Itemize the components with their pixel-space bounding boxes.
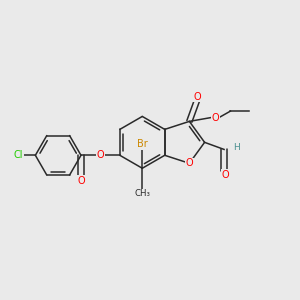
Text: O: O — [77, 176, 85, 186]
Text: O: O — [222, 170, 230, 180]
Text: H: H — [233, 142, 240, 152]
Text: Cl: Cl — [14, 150, 23, 160]
Text: O: O — [193, 92, 201, 102]
Text: CH₃: CH₃ — [134, 189, 150, 198]
Text: O: O — [186, 158, 193, 168]
Text: O: O — [212, 112, 219, 123]
Text: Br: Br — [137, 139, 148, 149]
Text: O: O — [97, 150, 104, 160]
